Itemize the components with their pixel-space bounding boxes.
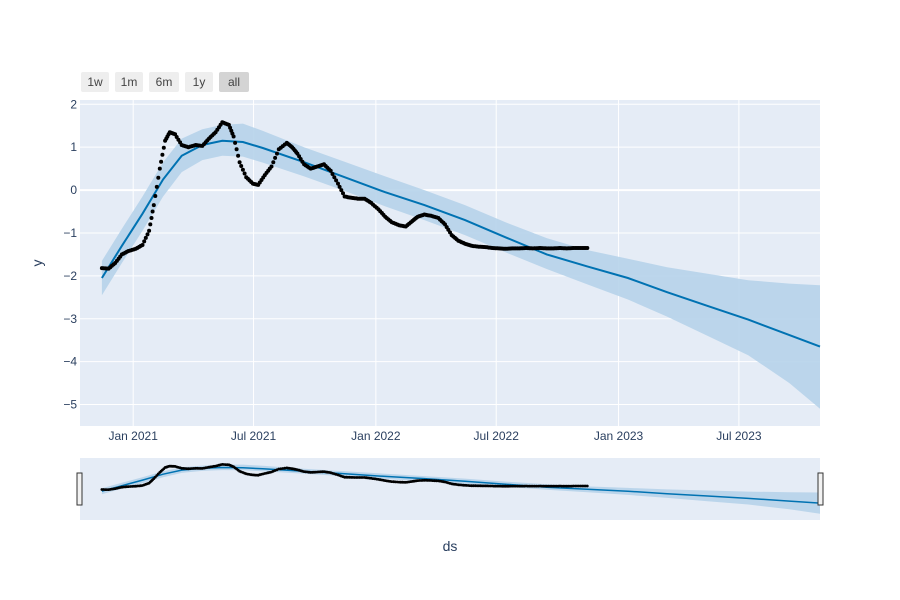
x-tick-label: Jan 2021 (108, 429, 158, 443)
forecast-line-layer (101, 139, 821, 348)
observed-point (337, 184, 342, 189)
range-slider-band (101, 464, 820, 514)
x-tick-label: Jul 2021 (231, 429, 277, 443)
y-tick-label: −2 (63, 269, 77, 283)
observed-point (234, 147, 239, 152)
range-slider-points (100, 463, 589, 491)
slider-forecast-line (101, 466, 821, 504)
observed-point (339, 188, 344, 193)
observed-point (231, 134, 236, 139)
observed-point (585, 246, 590, 250)
observed-point (148, 222, 153, 227)
observed-point (236, 153, 241, 158)
observed-point (159, 159, 164, 164)
x-tick-label: Jul 2022 (474, 429, 520, 443)
range-button-label: 1m (121, 75, 138, 89)
range-button-label: 1w (87, 75, 103, 89)
range-button-6m[interactable]: 6m (149, 72, 179, 92)
y-tick-label: −5 (63, 398, 77, 412)
observed-point (147, 228, 152, 233)
slider-uncertainty-band (101, 464, 820, 514)
observed-point (328, 168, 333, 173)
range-selector: 1w 1m 6m 1y all (81, 72, 249, 92)
range-slider-right-handle[interactable] (817, 472, 824, 506)
x-axis: Jan 2021 Jul 2021 Jan 2022 Jul 2022 Jan 2023… (108, 429, 761, 443)
observed-point (157, 166, 162, 171)
y-tick-label: 2 (70, 97, 77, 111)
observed-point (143, 235, 148, 240)
observed-points-layer (99, 120, 590, 271)
observed-point (153, 194, 158, 198)
observed-point (154, 184, 159, 189)
observed-point (151, 203, 156, 208)
observed-point (269, 164, 274, 169)
range-slider-line (101, 466, 821, 504)
range-button-label: 1y (193, 75, 206, 89)
x-tick-label: Jan 2023 (594, 429, 644, 443)
slider-observed-point (585, 484, 589, 488)
observed-point (242, 171, 247, 176)
range-button-label: all (228, 75, 240, 89)
observed-point (341, 191, 345, 196)
observed-point (140, 243, 145, 247)
x-tick-label: Jul 2023 (716, 429, 762, 443)
y-tick-label: 1 (70, 140, 77, 154)
observed-point (145, 232, 150, 237)
observed-point (142, 239, 147, 244)
y-tick-label: −1 (63, 226, 77, 240)
range-button-label: 6m (156, 75, 173, 89)
uncertainty-band (101, 123, 820, 409)
range-button-all[interactable]: all (219, 72, 249, 92)
observed-point (240, 167, 245, 172)
y-tick-label: −4 (63, 355, 77, 369)
observed-point (161, 145, 166, 150)
observed-point (149, 216, 154, 220)
observed-point (271, 160, 276, 165)
y-axis: 2 1 0 −1 −2 −3 −4 −5 (63, 97, 77, 411)
y-axis-label: y (29, 260, 45, 267)
observed-point (150, 209, 155, 214)
observed-point (332, 175, 337, 180)
range-button-1w[interactable]: 1w (81, 72, 109, 92)
range-button-1y[interactable]: 1y (185, 72, 213, 92)
range-button-1m[interactable]: 1m (115, 72, 143, 92)
range-slider-left-handle[interactable] (76, 472, 83, 506)
observed-point (237, 160, 242, 165)
x-tick-label: Jan 2022 (351, 429, 401, 443)
forecast-line (101, 139, 821, 348)
observed-point (330, 172, 335, 176)
y-tick-label: 0 (70, 183, 77, 197)
observed-point (233, 140, 238, 145)
observed-point (239, 164, 244, 168)
observed-point (156, 175, 161, 180)
y-tick-label: −3 (63, 312, 77, 326)
observed-point (336, 181, 340, 186)
observed-point (160, 152, 165, 157)
observed-point (275, 151, 279, 156)
x-axis-label: ds (443, 538, 458, 554)
uncertainty-band-layer (101, 123, 820, 409)
observed-point (273, 155, 278, 160)
observed-point (334, 178, 339, 183)
